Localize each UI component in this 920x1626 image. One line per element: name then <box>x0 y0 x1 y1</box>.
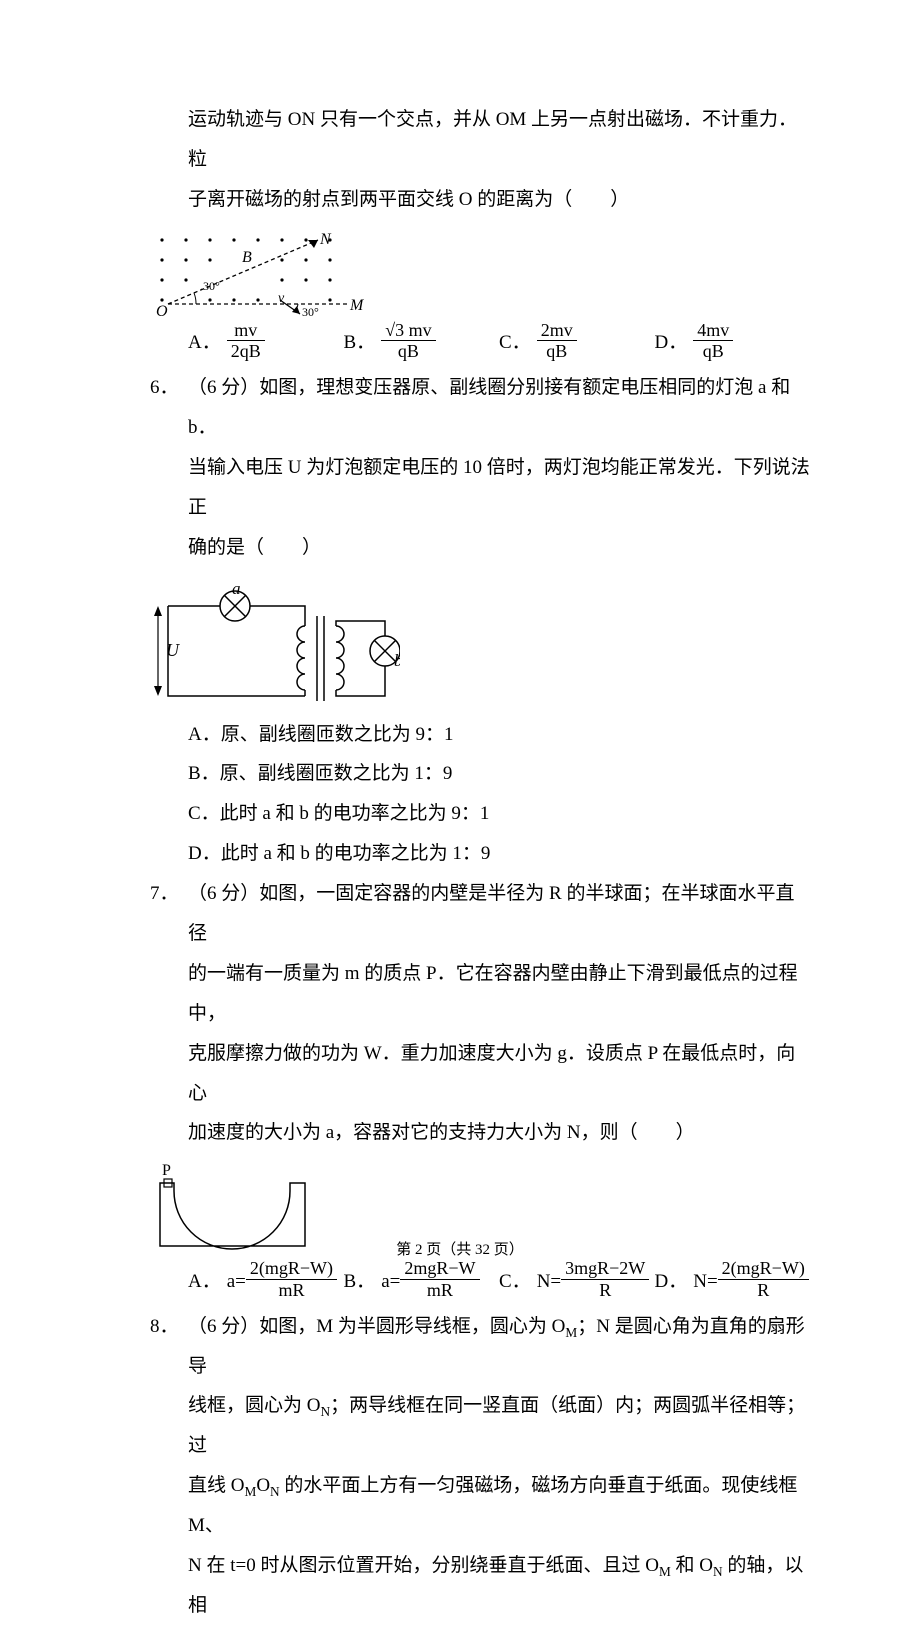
q6-number: 6． <box>150 368 188 408</box>
svg-text:v: v <box>278 291 285 306</box>
q8-header: 8． （6 分）如图，M 为半圆形导线框，圆心为 OM；N 是圆心角为直角的扇形… <box>150 1307 810 1387</box>
page: 运动轨迹与 ON 只有一个交点，并从 OM 上另一点射出磁场．不计重力．粒 子离… <box>0 0 920 1302</box>
q6-option-C: C．此时 a 和 b 的电功率之比为 9：1 <box>188 794 810 834</box>
q8-number: 8． <box>150 1307 188 1347</box>
q7-choice-B: B．a= 2mgR−WmR <box>344 1260 500 1302</box>
q5-diagram: B N O M .30° 30° v <box>150 228 370 318</box>
q7-choice-C: C．N= 3mgR−2WR <box>499 1260 655 1302</box>
q8-line4: N 在 t=0 时从图示位置开始，分别绕垂直于纸面、且过 OM 和 ON 的轴，… <box>188 1546 810 1626</box>
q6-option-A: A．原、副线圈匝数之比为 9：1 <box>188 715 810 755</box>
svg-text:M: M <box>349 297 365 314</box>
q6-option-D: D．此时 a 和 b 的电功率之比为 1：9 <box>188 834 810 874</box>
q7-line2: 的一端有一质量为 m 的质点 P．它在容器内壁由静止下滑到最低点的过程中， <box>188 954 810 1034</box>
q7-line3: 克服摩擦力做的功为 W．重力加速度大小为 g．设质点 P 在最低点时，向心 <box>188 1034 810 1114</box>
q6-header: 6． （6 分）如图，理想变压器原、副线圈分别接有额定电压相同的灯泡 a 和 b… <box>150 368 810 448</box>
q7-choices: A．a= 2(mgR−W)mR B．a= 2mgR−WmR C．N= 3mgR−… <box>188 1260 810 1302</box>
svg-text:B: B <box>242 249 252 266</box>
q7-number: 7． <box>150 874 188 914</box>
q7-choice-D: D．N= 2(mgR−W)R <box>655 1260 811 1302</box>
q6-diagram: a b U <box>150 576 400 711</box>
q5-continuation-1: 运动轨迹与 ON 只有一个交点，并从 OM 上另一点射出磁场．不计重力．粒 <box>188 100 810 180</box>
q8-line3: 直线 OMON 的水平面上方有一匀强磁场，磁场方向垂直于纸面。现使线框 M、 <box>188 1466 810 1546</box>
q6-figure: a b U <box>150 576 810 711</box>
q5-choice-B: B． √3 mvqB <box>344 322 500 364</box>
svg-text:O: O <box>156 303 168 318</box>
page-footer: 第 2 页（共 32 页） <box>0 1235 920 1267</box>
q7-line4: 加速度的大小为 a，容器对它的支持力大小为 N，则（ ） <box>188 1113 810 1153</box>
q5-choice-D: D． 4mvqB <box>655 322 811 364</box>
svg-text:30°: 30° <box>302 305 319 318</box>
svg-text:U: U <box>166 640 180 660</box>
q5-choice-C: C． 2mvqB <box>499 322 655 364</box>
svg-text:b: b <box>394 651 400 670</box>
svg-text:N: N <box>319 231 332 248</box>
q8-line2: 线框，圆心为 ON；两导线框在同一竖直面（纸面）内；两圆弧半径相等；过 <box>188 1386 810 1466</box>
q5-choices: A． mv2qB B． √3 mvqB C． 2mvqB D． 4mvqB <box>188 322 810 364</box>
q7-header: 7． （6 分）如图，一固定容器的内壁是半径为 R 的半球面；在半球面水平直径 <box>150 874 810 954</box>
q5-continuation-2: 子离开磁场的射点到两平面交线 O 的距离为（ ） <box>188 180 810 220</box>
q6-line2: 当输入电压 U 为灯泡额定电压的 10 倍时，两灯泡均能正常发光．下列说法正 <box>188 448 810 528</box>
q5-choice-A: A． mv2qB <box>188 322 344 364</box>
q6-line3: 确的是（ ） <box>188 528 810 568</box>
q6-option-B: B．原、副线圈匝数之比为 1：9 <box>188 754 810 794</box>
svg-text:.30°: .30° <box>200 279 220 293</box>
q5-figure: B N O M .30° 30° v <box>150 228 810 318</box>
svg-text:P: P <box>162 1162 171 1179</box>
q7-choice-A: A．a= 2(mgR−W)mR <box>188 1260 344 1302</box>
svg-text:a: a <box>232 579 241 598</box>
